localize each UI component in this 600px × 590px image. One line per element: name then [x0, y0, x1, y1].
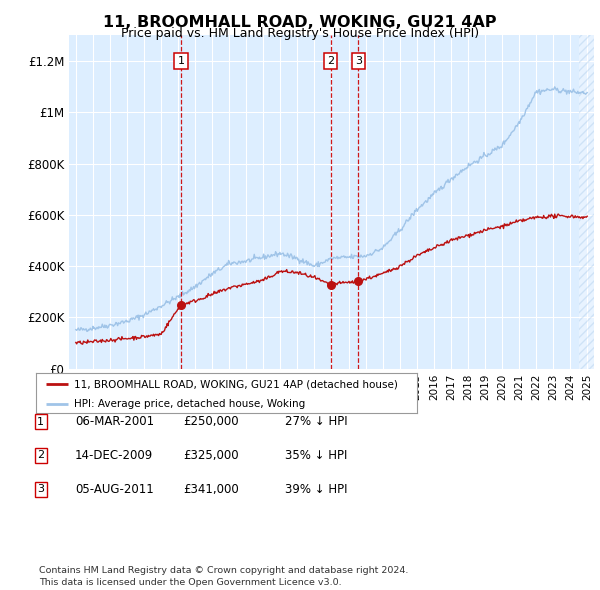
Text: 27% ↓ HPI: 27% ↓ HPI: [285, 415, 347, 428]
Text: 06-MAR-2001: 06-MAR-2001: [75, 415, 154, 428]
Text: 3: 3: [37, 484, 44, 494]
Text: 2: 2: [327, 56, 334, 66]
Text: 1: 1: [178, 56, 184, 66]
Text: 11, BROOMHALL ROAD, WOKING, GU21 4AP (detached house): 11, BROOMHALL ROAD, WOKING, GU21 4AP (de…: [74, 379, 398, 389]
Text: Contains HM Land Registry data © Crown copyright and database right 2024.
This d: Contains HM Land Registry data © Crown c…: [39, 566, 409, 587]
Text: 3: 3: [355, 56, 362, 66]
Text: 11, BROOMHALL ROAD, WOKING, GU21 4AP: 11, BROOMHALL ROAD, WOKING, GU21 4AP: [103, 15, 497, 30]
Text: Price paid vs. HM Land Registry's House Price Index (HPI): Price paid vs. HM Land Registry's House …: [121, 27, 479, 40]
Text: £250,000: £250,000: [183, 415, 239, 428]
Text: £341,000: £341,000: [183, 483, 239, 496]
Text: 35% ↓ HPI: 35% ↓ HPI: [285, 449, 347, 462]
Text: 39% ↓ HPI: 39% ↓ HPI: [285, 483, 347, 496]
Text: 1: 1: [37, 417, 44, 427]
Text: £325,000: £325,000: [183, 449, 239, 462]
Text: 2: 2: [37, 451, 44, 460]
Text: 14-DEC-2009: 14-DEC-2009: [75, 449, 153, 462]
Text: 05-AUG-2011: 05-AUG-2011: [75, 483, 154, 496]
Text: HPI: Average price, detached house, Woking: HPI: Average price, detached house, Woki…: [74, 399, 305, 409]
